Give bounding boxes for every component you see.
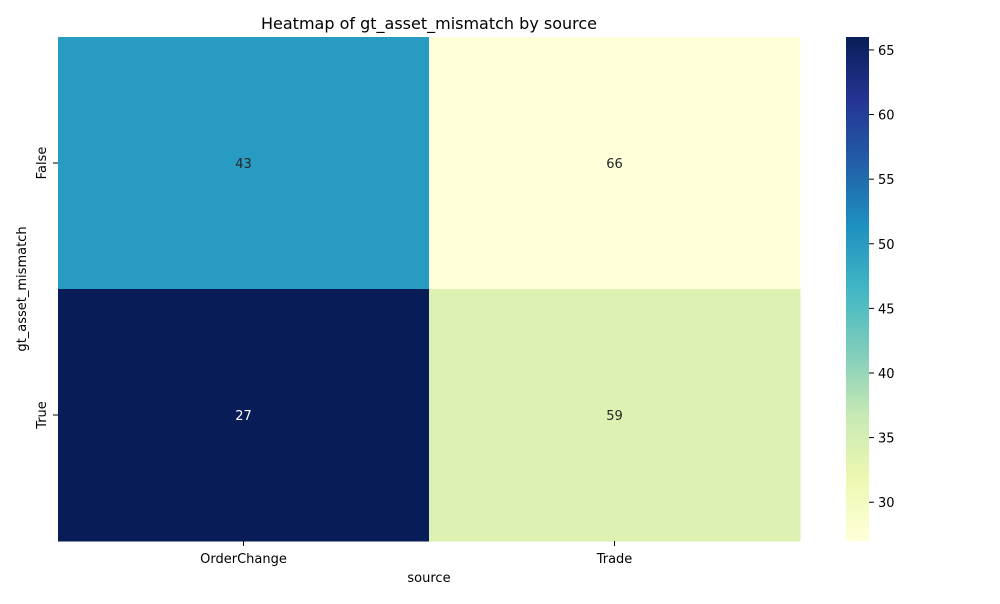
colorbar <box>846 37 869 541</box>
x-tick-label: Trade <box>596 552 633 567</box>
heatmap-cell <box>58 289 430 542</box>
y-axis-label: gt_asset_mismatch <box>15 226 30 351</box>
colorbar-tick-label: 65 <box>878 44 895 59</box>
heatmap-cell <box>429 37 801 290</box>
x-tick-label: OrderChange <box>200 552 287 567</box>
colorbar-tick-label: 30 <box>878 496 895 511</box>
colorbar-tick-label: 45 <box>878 302 895 317</box>
cell-annotation: 27 <box>235 409 252 424</box>
y-tick-label: False <box>35 147 50 180</box>
cell-annotation: 59 <box>606 409 623 424</box>
colorbar-tick-label: 50 <box>878 238 895 253</box>
chart-title: Heatmap of gt_asset_mismatch by source <box>261 14 597 34</box>
cell-annotations: 43 66 27 59 <box>235 157 623 424</box>
colorbar-tick-label: 60 <box>878 109 895 124</box>
heatmap-cells <box>58 37 801 542</box>
colorbar-tick-label: 35 <box>878 432 895 447</box>
y-axis-ticks: False True <box>35 147 58 430</box>
cell-annotation: 66 <box>606 157 623 172</box>
y-tick-label: True <box>35 401 50 430</box>
heatmap-cell <box>429 289 801 542</box>
x-axis-label: source <box>407 571 450 586</box>
colorbar-tick-label: 40 <box>878 367 895 382</box>
cell-annotation: 43 <box>235 157 252 172</box>
colorbar-tick-label: 55 <box>878 173 895 188</box>
colorbar-ticks: 30 35 40 45 50 55 60 65 <box>869 44 895 511</box>
x-axis-ticks: OrderChange Trade <box>200 541 632 567</box>
heatmap-cell <box>58 37 430 290</box>
